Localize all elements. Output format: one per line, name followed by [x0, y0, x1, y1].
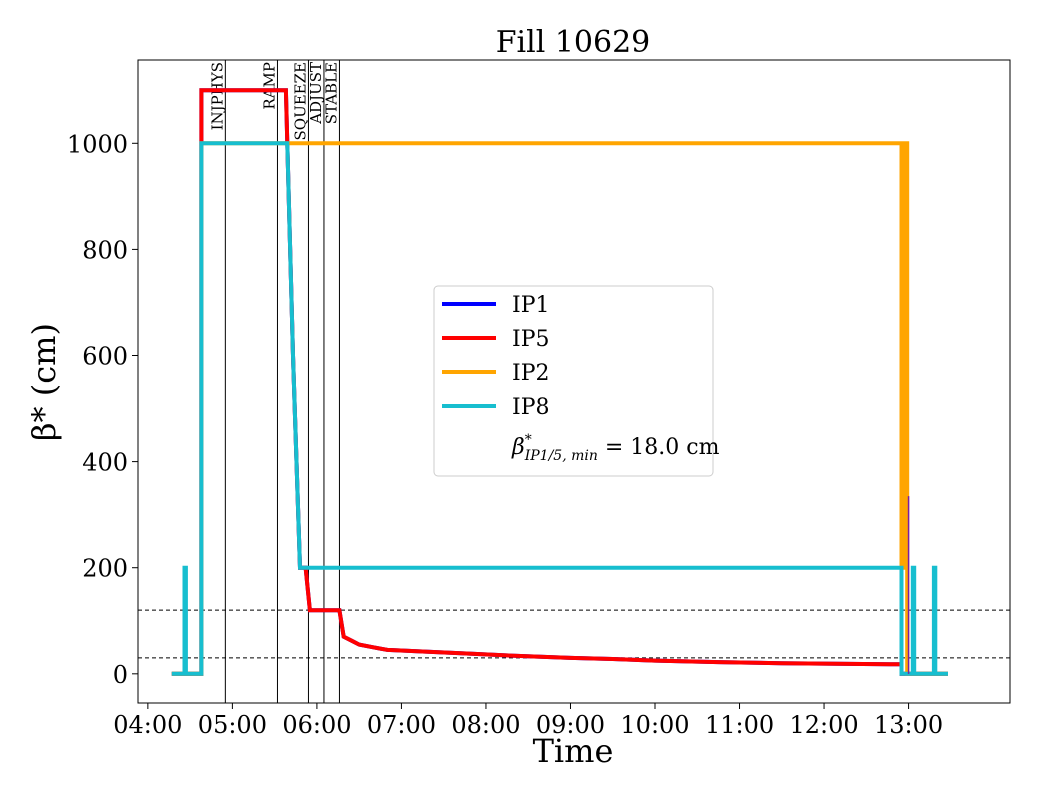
y-tick-label: 0: [113, 661, 128, 689]
x-tick-label: 12:00: [789, 711, 858, 739]
x-tick-label: 10:00: [620, 711, 689, 739]
legend: IP1 IP5 IP2 IP8 β* IP1/5, min = 18.0 cm: [433, 285, 720, 477]
x-tick-label: 09:00: [536, 711, 605, 739]
legend-note-value: = 18.0 cm: [598, 435, 720, 460]
x-tick-label: 07:00: [367, 711, 436, 739]
y-tick-label: 200: [82, 555, 128, 583]
x-tick-label: 04:00: [113, 711, 182, 739]
mode-label-injphys: INJPHYS: [208, 62, 226, 130]
y-tick-label: 800: [82, 236, 128, 264]
y-tick-label: 400: [82, 449, 128, 477]
x-tick-label: 06:00: [282, 711, 351, 739]
legend-note-sub: IP1/5, min: [524, 448, 598, 464]
legend-label-ip1: IP1: [512, 293, 550, 318]
x-tick-label: 11:00: [705, 711, 774, 739]
mode-label-ramp: RAMP: [260, 62, 278, 110]
mode-label-stable: STABLE: [322, 62, 340, 124]
legend-label-ip5: IP5: [512, 327, 550, 352]
legend-frame: [433, 285, 714, 477]
legend-label-ip2: IP2: [512, 361, 550, 386]
y-tick-label: 600: [82, 343, 128, 371]
mode-label-adjust: ADJUST: [307, 62, 325, 125]
y-tick-label: 1000: [67, 130, 128, 158]
mode-label-squeeze: SQUEEZE: [291, 62, 309, 141]
legend-note-symbol: β: [511, 435, 525, 460]
chart-title: Fill 10629: [496, 25, 651, 60]
y-axis: 0 200 400 600 800 1000: [67, 130, 138, 689]
x-tick-label: 05:00: [198, 711, 267, 739]
legend-label-ip8: IP8: [512, 395, 550, 420]
x-axis: 04:00 05:00 06:00 07:00 08:00 09:00 10:00 11:00…: [113, 703, 943, 739]
series-line-ip8: [171, 141, 948, 676]
plot-frame: [137, 59, 1011, 704]
legend-note-sup: *: [525, 432, 532, 448]
x-tick-label: 13:00: [874, 711, 943, 739]
x-axis-label: Time: [533, 732, 614, 770]
legend-note: β* IP1/5, min = 18.0 cm: [511, 432, 720, 464]
y-axis-label: β* (cm): [25, 323, 63, 441]
x-tick-label: 08:00: [451, 711, 520, 739]
